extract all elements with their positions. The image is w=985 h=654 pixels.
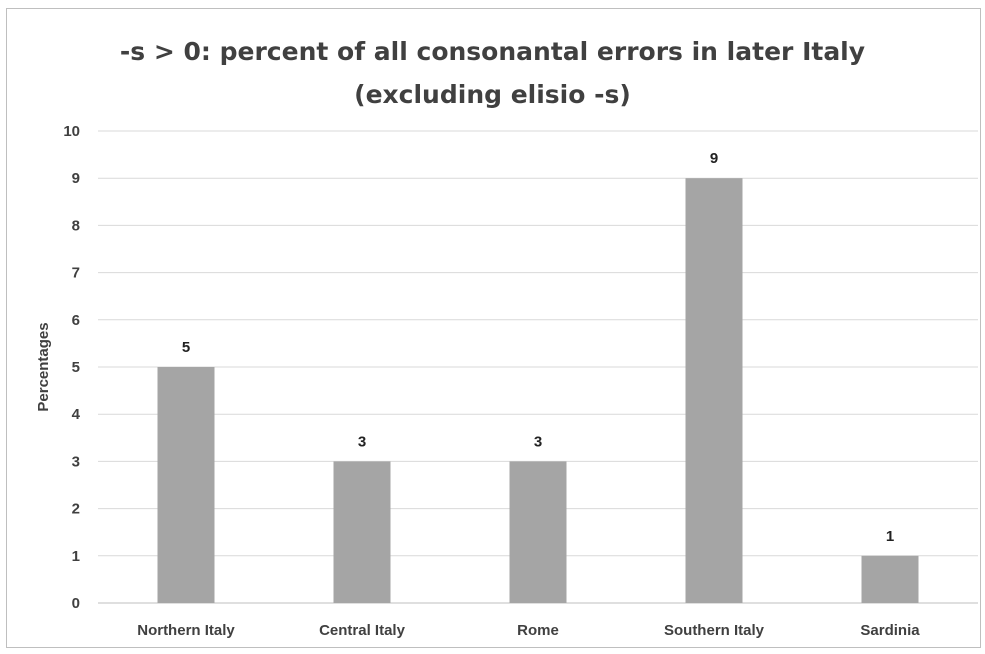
chart-title: -s > 0: percent of all consonantal error… bbox=[0, 30, 985, 116]
data-label: 3 bbox=[358, 433, 366, 450]
x-axis-category-labels: Northern Italy Central Italy Rome Southern … bbox=[137, 622, 920, 639]
bars bbox=[157, 178, 919, 603]
y-tick-label: 10 bbox=[63, 123, 80, 140]
y-tick-label: 0 bbox=[72, 595, 80, 612]
data-label: 9 bbox=[710, 150, 718, 167]
y-tick-label: 8 bbox=[72, 217, 80, 234]
data-labels: 5 3 3 9 1 bbox=[182, 150, 894, 545]
y-tick-label: 9 bbox=[72, 170, 80, 187]
y-axis-tick-labels: 0 1 2 3 4 5 6 7 8 9 10 bbox=[63, 123, 80, 612]
data-label: 5 bbox=[182, 339, 190, 356]
data-label: 3 bbox=[534, 433, 542, 450]
bar bbox=[333, 461, 391, 603]
bar bbox=[685, 178, 743, 603]
y-tick-label: 6 bbox=[72, 312, 80, 329]
x-category-label: Central Italy bbox=[319, 622, 406, 639]
chart-title-line-2: (excluding elisio -s) bbox=[354, 80, 631, 109]
x-category-label: Southern Italy bbox=[664, 622, 765, 639]
data-label: 1 bbox=[886, 528, 894, 545]
bar bbox=[157, 367, 215, 603]
bar bbox=[861, 555, 919, 603]
x-category-label: Rome bbox=[517, 622, 559, 639]
x-category-label: Northern Italy bbox=[137, 622, 235, 639]
x-category-label: Sardinia bbox=[860, 622, 920, 639]
y-tick-label: 3 bbox=[72, 453, 80, 470]
bar bbox=[509, 461, 567, 603]
chart-title-line-1: -s > 0: percent of all consonantal error… bbox=[119, 37, 866, 66]
y-tick-label: 7 bbox=[72, 265, 80, 282]
y-tick-label: 1 bbox=[72, 548, 80, 565]
y-tick-label: 2 bbox=[72, 501, 80, 518]
y-tick-label: 4 bbox=[72, 406, 81, 423]
y-tick-label: 5 bbox=[72, 359, 80, 376]
y-axis-label: Percentages bbox=[35, 322, 52, 411]
